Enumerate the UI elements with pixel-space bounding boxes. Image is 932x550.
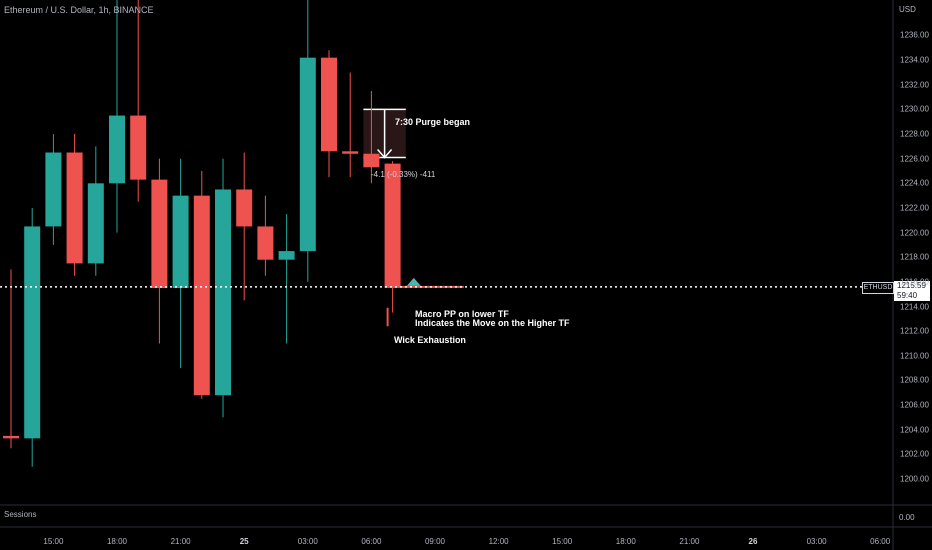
symbol-title[interactable]: Ethereum / U.S. Dollar, 1h, BINANCE [4,5,154,15]
candle-body-down [321,57,337,152]
time-tick-label: 15:00 [552,537,573,546]
candle-body-down [193,195,210,396]
price-tick-label: 1206.00 [900,400,929,410]
time-tick-label: 09:00 [424,537,446,546]
candle-body-down [342,151,359,154]
time-tick-label: 03:00 [806,537,827,546]
time-tick-label: 12:00 [488,537,509,546]
price-tick-label: 1210.00 [900,351,929,361]
price-tick-label: 1200.00 [900,474,929,484]
time-tick-label: 03:00 [297,537,318,546]
bar-countdown: 59:40 [897,291,918,300]
time-tick-label: 18:00 [106,537,128,546]
price-tick-label: 1232.00 [900,80,929,90]
candle-body-down [151,179,168,289]
candle-body-up [109,115,125,184]
purge-annotation[interactable]: 7:30 Purge began [395,117,471,127]
price-tick-label: 1230.00 [900,104,929,114]
sessions-pane-value: 0.00 [899,513,915,522]
candle-body-down [130,115,147,180]
candle-body-down [257,226,274,260]
price-tick-label: 1212.00 [900,326,929,336]
time-tick-label: 21:00 [170,537,191,546]
candle-body-up [87,183,104,264]
time-tick-label: 06:00 [361,537,382,546]
candle-body-up [278,251,295,260]
candle-body-up [45,152,62,227]
candle-body-down [236,189,253,227]
price-tick-label: 1226.00 [900,154,929,164]
candle-body-up [172,195,189,289]
price-tick-label: 1208.00 [900,375,929,385]
price-tick-label: 1224.00 [900,178,929,188]
time-tick-label: 26 [748,537,758,546]
time-tick-label: 18:00 [615,537,636,546]
price-tick-label: 1236.00 [900,30,929,40]
symbol-price-tag: ETHUSD [862,282,894,294]
price-tick-label: 1204.00 [900,425,929,435]
time-tick-label: 06:00 [870,537,891,546]
time-tick-label: 25 [239,537,249,546]
measure-readout: -4.1 (-0.33%) -411 [371,170,436,179]
time-tick-label: 15:00 [43,537,64,546]
candle-body-up [215,189,231,396]
macro-pp-annotation-line1[interactable]: Macro PP on lower TF [415,309,509,319]
price-tick-label: 1234.00 [900,55,929,65]
price-tick-label: 1214.00 [900,302,929,312]
triangle-up-icon [406,277,421,286]
price-tick-label: 1228.00 [900,129,929,139]
candle-body-up [24,226,41,439]
price-tick-label: 1218.00 [900,252,929,262]
last-price-value: 1215.59 [897,281,926,290]
candle-body-down [3,435,19,439]
price-tick-label: 1202.00 [900,449,929,459]
macro-pp-annotation-line2[interactable]: Indicates the Move on the Higher TF [415,318,570,328]
price-tick-label: 1222.00 [900,203,929,213]
wick-annotation[interactable]: Wick Exhaustion [394,335,466,345]
candle-body-down [66,152,83,264]
time-tick-label: 21:00 [679,537,700,546]
candle-body-down [363,153,380,168]
candle-body-up [299,57,316,252]
measure-arrow-head [377,148,393,159]
price-tick-label: 1216.00 [900,277,929,287]
last-price-tag: 1215.59 59:40 [894,281,930,301]
price-tick-label: 1220.00 [900,228,929,238]
sessions-pane-label[interactable]: Sessions [4,510,37,519]
candle-body-down [384,163,401,287]
currency-label[interactable]: USD [899,5,916,14]
